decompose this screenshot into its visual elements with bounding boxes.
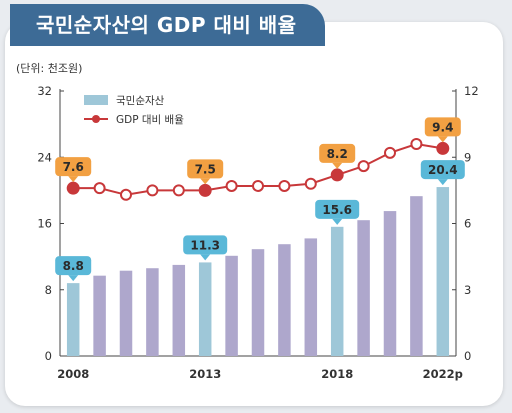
bar-2010 [119, 270, 133, 356]
y-right-tick-label: 9 [464, 150, 471, 164]
line-point-2020 [384, 146, 396, 159]
y-right-tick-label: 0 [464, 349, 471, 363]
bar-data-label-pointer [332, 218, 343, 225]
line-point-2012 [172, 184, 185, 197]
x-tick-label: 2022p [423, 367, 463, 381]
y-right-tick-label: 3 [464, 283, 471, 297]
bar-2017 [304, 238, 318, 356]
x-tick-label: 2013 [189, 367, 221, 381]
y-right-tick-label: 6 [464, 217, 471, 231]
bar-2022p [436, 187, 450, 356]
line-point-2015 [252, 179, 264, 192]
bar-data-label-text: 11.3 [190, 238, 220, 252]
bar-data-label: 20.4 [420, 160, 465, 186]
line-point-2018 [330, 168, 344, 182]
line-data-label: 7.5 [187, 159, 224, 185]
bar-data-label-text: 20.4 [428, 163, 458, 177]
line-data-label-pointer [437, 136, 448, 143]
bar-data-label-pointer [437, 179, 448, 186]
y-left-tick-label: 0 [45, 349, 52, 363]
y-left-tick-label: 16 [37, 217, 52, 231]
line-data-label-pointer [332, 162, 343, 169]
line-data-label: 9.4 [424, 117, 461, 143]
bar-2009 [93, 275, 106, 356]
legend-label: 국민순자산 [116, 95, 165, 107]
bar-data-label-text: 8.8 [63, 259, 84, 273]
line-point-2013 [198, 183, 212, 197]
line-point-2022p [436, 141, 450, 155]
line-data-label-box [424, 117, 461, 137]
bar-data-label-pointer [200, 254, 211, 261]
line-data-label-pointer [68, 176, 79, 183]
bar-data-label-text: 15.6 [322, 203, 352, 217]
y-left-tick-label: 8 [45, 283, 52, 297]
bar-2014 [225, 255, 238, 356]
line-point-2019 [357, 160, 370, 173]
bar-2015 [251, 249, 265, 356]
legend-swatch-bar [84, 95, 108, 105]
bar-data-label: 15.6 [315, 199, 360, 225]
y-right-tick-label: 12 [464, 84, 479, 98]
bar-2008 [66, 283, 80, 356]
line-point-2009 [93, 182, 106, 195]
line-data-label: 7.6 [55, 157, 92, 183]
bar-data-label-box [55, 256, 92, 276]
bar-data-label-box [315, 199, 360, 219]
line-data-label-text: 7.6 [63, 160, 84, 174]
line-data-label-box [187, 159, 224, 179]
line-point-2010 [120, 188, 132, 201]
y-left-tick-label: 24 [37, 150, 52, 164]
legend-label: GDP 대비 배율 [116, 114, 184, 126]
line-point-2017 [304, 177, 317, 190]
bar-2021 [410, 196, 423, 356]
line-data-label: 8.2 [319, 143, 356, 169]
bar-data-label: 11.3 [183, 235, 228, 261]
bar-data-label-pointer [68, 275, 79, 282]
bar-2018 [330, 226, 344, 356]
bar-data-label-box [420, 160, 465, 180]
line-point-2016 [278, 179, 291, 192]
x-tick-label: 2008 [57, 367, 89, 381]
bar-2020 [383, 211, 397, 356]
line-data-label-text: 7.5 [195, 162, 216, 176]
unit-label: (단위: 천조원) [16, 62, 83, 75]
line-data-label-box [55, 157, 92, 177]
chart-title: 국민순자산의 GDP 대비 배율 [10, 4, 325, 46]
bar-2019 [357, 220, 370, 356]
line-point-2008 [66, 181, 80, 195]
y-left-tick-label: 32 [37, 84, 52, 98]
bar-2011 [146, 268, 159, 356]
bar-2012 [172, 264, 186, 356]
bar-data-label-box [183, 235, 228, 255]
bar-2013 [198, 262, 212, 356]
legend-swatch-marker [92, 115, 100, 123]
bar-2016 [278, 244, 291, 356]
line-point-2021 [410, 138, 423, 150]
line-data-label-text: 9.4 [432, 120, 453, 134]
line-point-2014 [225, 179, 238, 192]
x-tick-label: 2018 [321, 367, 353, 381]
bar-data-label: 8.8 [55, 256, 92, 282]
line-point-2011 [146, 184, 159, 197]
line-data-label-text: 8.2 [327, 147, 348, 161]
line-data-label-box [319, 143, 356, 163]
line-data-label-pointer [200, 178, 211, 185]
